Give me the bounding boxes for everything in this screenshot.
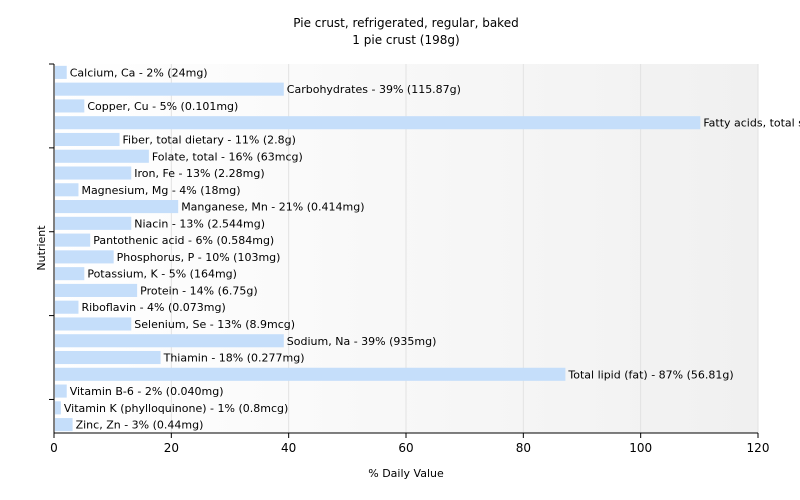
bar (55, 116, 701, 130)
bar-labels-group: Calcium, Ca - 2% (24mg) Carbohydrates - 3… (64, 66, 800, 431)
bars-group (55, 65, 701, 432)
bar (55, 317, 132, 331)
bar (55, 334, 284, 348)
bar (55, 233, 91, 247)
bar-label: Manganese, Mn - 21% (0.414mg) (181, 201, 364, 214)
x-axis-title: % Daily Value (368, 467, 444, 480)
bar-label: Phosphorus, P - 10% (103mg) (117, 251, 281, 264)
x-tick-label: 0 (50, 441, 58, 455)
bar-label: Fatty acids, total saturated - 110% (21.… (703, 117, 800, 130)
bar (55, 99, 85, 113)
bar (55, 216, 132, 230)
bar (55, 384, 67, 398)
bar (55, 65, 67, 79)
bar-label: Potassium, K - 5% (164mg) (87, 268, 237, 281)
x-tick-label: 20 (164, 441, 179, 455)
axes: 0 20 40 60 80 100 120 (49, 63, 770, 455)
bar (55, 367, 566, 381)
chart-subtitle: 1 pie crust (198g) (352, 33, 459, 47)
bar-label: Protein - 14% (6.75g) (140, 284, 258, 297)
bar-label: Zinc, Zn - 3% (0.44mg) (76, 419, 204, 432)
bar (55, 82, 284, 96)
bar-label: Vitamin K (phylloquinone) - 1% (0.8mcg) (64, 402, 288, 415)
bar-label: Total lipid (fat) - 87% (56.81g) (567, 368, 733, 381)
bar-label: Iron, Fe - 13% (2.28mg) (134, 167, 264, 180)
y-axis-title: Nutrient (35, 225, 48, 271)
bar (55, 200, 179, 214)
x-tick-label: 40 (281, 441, 296, 455)
bar (55, 418, 73, 432)
bar-label: Sodium, Na - 39% (935mg) (287, 335, 437, 348)
bar (55, 132, 120, 147)
bar (55, 267, 85, 281)
bar-label: Vitamin B-6 - 2% (0.040mg) (70, 385, 224, 398)
bar (55, 183, 79, 197)
bar (55, 250, 114, 264)
bar (55, 166, 132, 180)
x-tick-label: 120 (747, 441, 770, 455)
bar-label: Selenium, Se - 13% (8.9mcg) (134, 318, 295, 331)
bar (55, 300, 79, 314)
bar-label: Pantothenic acid - 6% (0.584mg) (93, 234, 274, 247)
x-tick-label: 80 (516, 441, 531, 455)
bar-label: Fiber, total dietary - 11% (2.8g) (123, 133, 296, 146)
x-tick-label: 100 (629, 441, 652, 455)
bar-label: Niacin - 13% (2.544mg) (134, 217, 265, 230)
bar (55, 149, 149, 163)
bar-label: Riboflavin - 4% (0.073mg) (81, 301, 225, 314)
bar (55, 401, 61, 415)
bar-label: Magnesium, Mg - 4% (18mg) (81, 184, 240, 197)
bar-label: Calcium, Ca - 2% (24mg) (70, 66, 208, 79)
bar (55, 283, 138, 297)
x-tick-label: 60 (398, 441, 413, 455)
bar-label: Folate, total - 16% (63mcg) (152, 150, 303, 163)
bar-label: Copper, Cu - 5% (0.101mg) (87, 100, 238, 113)
bar (55, 350, 161, 365)
chart-title: Pie crust, refrigerated, regular, baked (293, 16, 518, 30)
bar-label: Thiamin - 18% (0.277mg) (163, 352, 305, 365)
bar-label: Carbohydrates - 39% (115.87g) (287, 83, 461, 96)
